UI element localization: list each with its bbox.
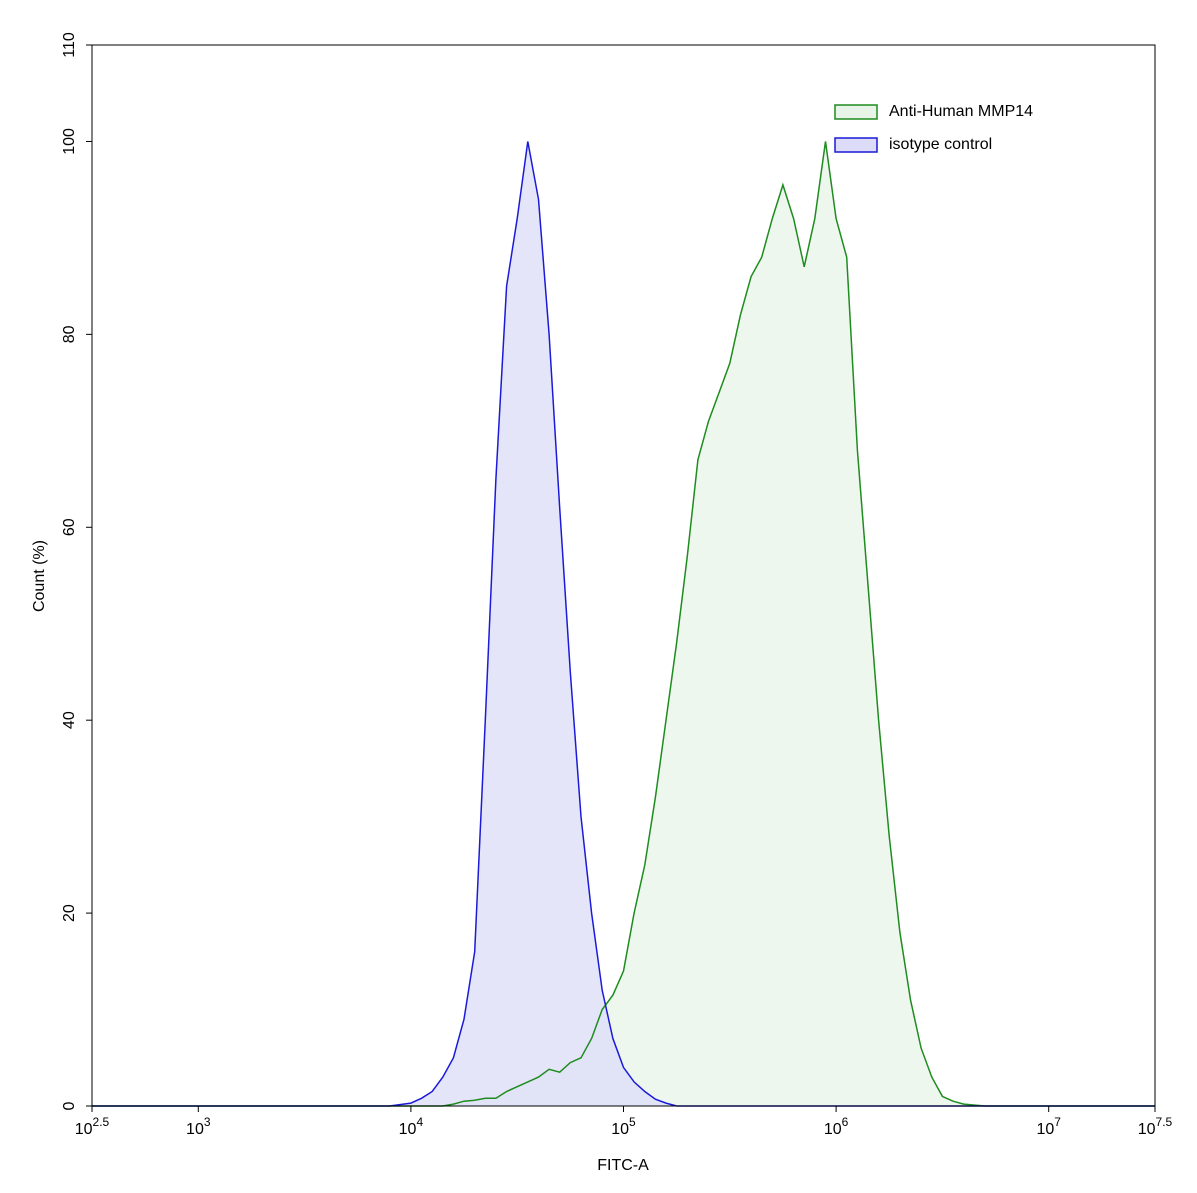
x-tick-label: 104 [399, 1115, 424, 1138]
plot-frame [91, 44, 1156, 1107]
legend-swatch [834, 137, 878, 153]
x-tick-label: 102.5 [75, 1115, 110, 1138]
y-tick-label: 40 [61, 711, 78, 729]
y-tick-label: 100 [61, 128, 78, 155]
y-tick-label: 0 [61, 1101, 78, 1110]
x-tick-label: 106 [824, 1115, 849, 1138]
y-tick-label: 80 [61, 325, 78, 343]
x-tick-label: 103 [186, 1115, 211, 1138]
series-area [92, 141, 1155, 1106]
y-tick-label: 20 [61, 904, 78, 922]
x-axis-label: FITC-A [597, 1157, 649, 1174]
y-tick-label: 60 [61, 518, 78, 536]
x-tick-label: 107.5 [1138, 1115, 1173, 1138]
series-line [92, 141, 1155, 1107]
legend-label: Anti-Human MMP14 [889, 103, 1033, 120]
y-axis-label: Count (%) [31, 540, 48, 612]
series-line [92, 141, 1155, 1107]
x-tick-label: 107 [1036, 1115, 1061, 1138]
legend-swatch [834, 104, 878, 120]
x-tick-label: 105 [611, 1115, 636, 1138]
y-tick-label: 110 [61, 32, 78, 58]
legend-label: isotype control [889, 136, 992, 153]
series-area [92, 141, 1155, 1106]
